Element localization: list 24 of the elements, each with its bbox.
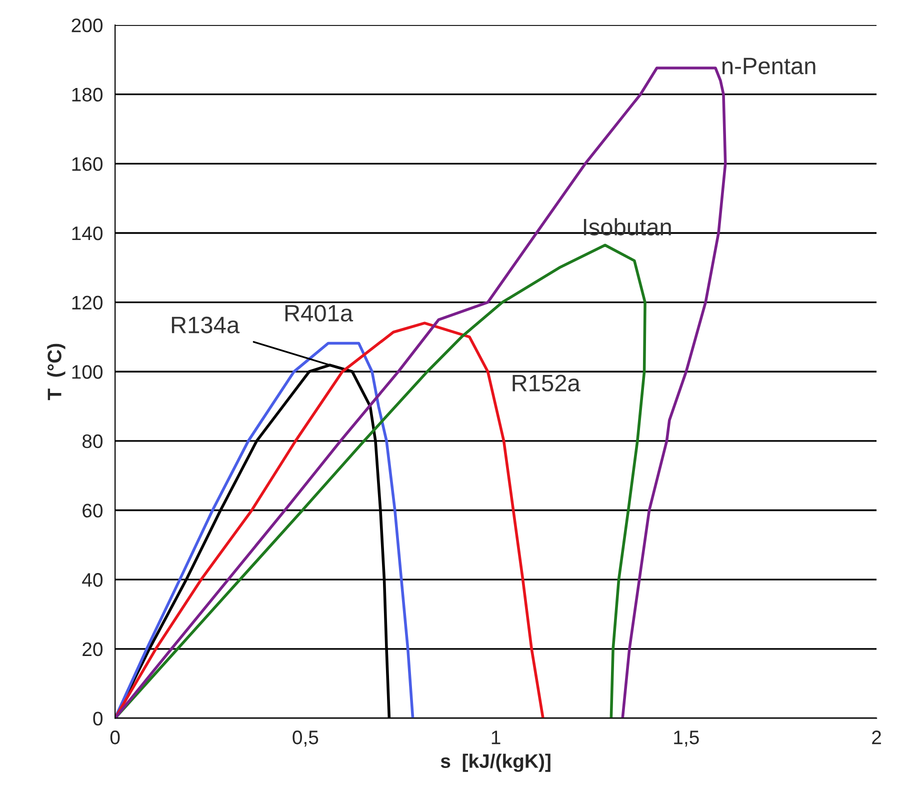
y-tick-label: 20 [82,642,103,656]
series-label: Isobutan [584,218,671,236]
y-tick-label: 180 [72,88,103,102]
x-tick-label: 0 [110,730,120,744]
y-tick-label: 0 [93,712,103,726]
line-series [115,244,646,718]
series-label: R401a [285,304,354,322]
text: R134a [172,316,240,334]
series-label: n-Pentan [722,58,816,74]
y-tick-label: 80 [82,434,103,448]
y-tick-label: 60 [82,504,103,518]
x-tick-label: 0,5 [292,730,318,747]
x-tick-label: 1,5 [674,730,699,747]
x-tick-label: 2 [872,730,881,744]
y-tick-label: 200 [72,18,103,32]
x-axis-title: s [kJ/(kgK)] [440,754,550,772]
y-tick-label: 160 [72,157,103,171]
y-tick-label: 100 [72,365,103,379]
series-label: R152a [512,374,580,392]
y-tick-label: 140 [72,226,103,240]
y-tick-label: 40 [82,573,103,587]
y-axis-title: T (°C) [47,344,66,400]
y-tick-label: 120 [72,296,103,310]
x-tick-label: 1 [492,730,500,744]
